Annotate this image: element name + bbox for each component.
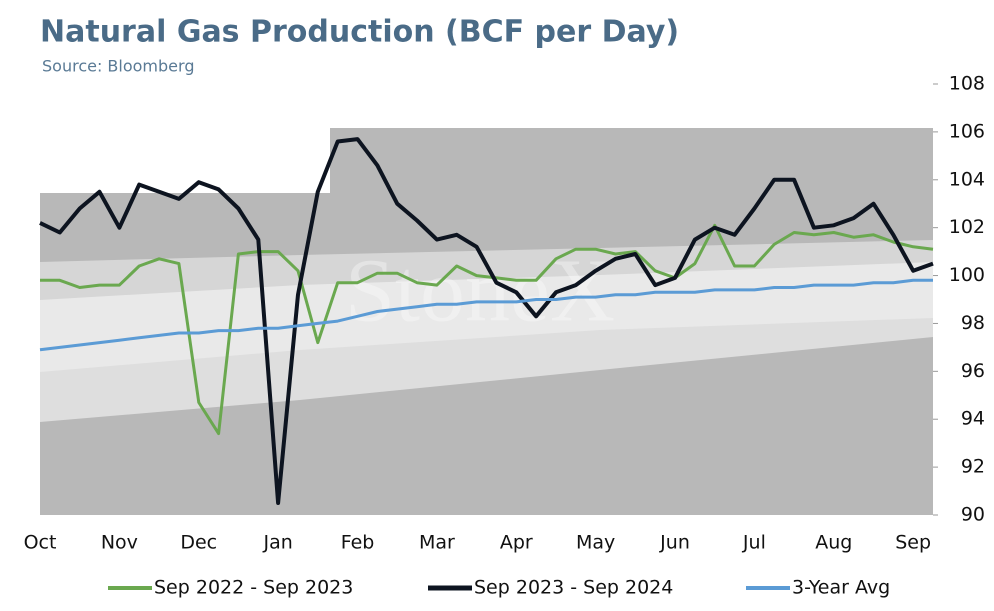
x-tick-label: Jun: [659, 532, 690, 554]
x-tick-label: Jul: [742, 532, 766, 554]
legend-label: Sep 2023 - Sep 2024: [474, 577, 673, 599]
legend-label: 3-Year Avg: [792, 577, 890, 599]
x-tick-label: Apr: [500, 532, 533, 554]
watermark: StoneX: [345, 242, 615, 341]
x-tick-label: Oct: [24, 532, 57, 554]
line-series: [39, 278, 933, 352]
y-tick-label: 94: [961, 408, 985, 430]
y-tick-label: 102: [949, 216, 985, 238]
x-tick-label: Aug: [815, 532, 852, 554]
y-tick-label: 96: [961, 360, 985, 382]
y-tick-label: 108: [949, 73, 985, 95]
x-tick-label: Sep: [895, 532, 931, 554]
y-tick-label: 90: [961, 504, 985, 526]
chart-subtitle: Source: Bloomberg: [42, 57, 194, 76]
x-tick-label: Jan: [262, 532, 292, 554]
x-tick-label: Feb: [341, 532, 375, 554]
x-tick-label: May: [576, 532, 615, 554]
y-tick-label: 106: [949, 120, 985, 142]
line-series: [39, 137, 934, 505]
x-tick-label: Dec: [180, 532, 217, 554]
x-tick-label: Mar: [419, 532, 455, 554]
chart-title: Natural Gas Production (BCF per Day): [40, 15, 679, 50]
y-tick-label: 98: [961, 312, 985, 334]
y-tick-label: 104: [949, 168, 985, 190]
legend-label: Sep 2022 - Sep 2023: [154, 577, 353, 599]
y-tick-label: 100: [949, 264, 985, 286]
band-low: [40, 337, 933, 515]
x-tick-label: Nov: [101, 532, 138, 554]
y-tick-label: 92: [961, 456, 985, 478]
